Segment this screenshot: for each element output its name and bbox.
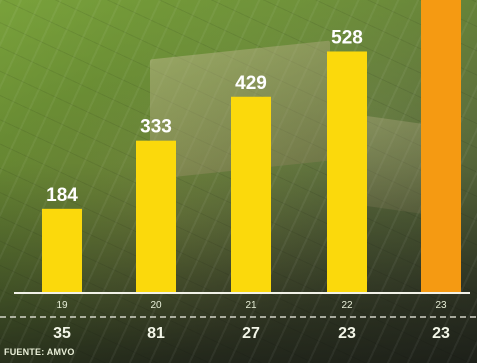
bar-23 xyxy=(421,0,461,293)
secondary-label: 23 xyxy=(338,325,356,342)
category-label: 19 xyxy=(56,300,68,311)
secondary-label: 27 xyxy=(242,325,260,342)
category-label: 20 xyxy=(150,300,162,311)
bar-21 xyxy=(231,96,271,294)
bar-22 xyxy=(327,51,367,294)
value-label: 429 xyxy=(235,73,267,94)
secondary-labels-group: 35 81 27 23 23 xyxy=(53,325,450,342)
category-labels-group: 19 20 21 22 23 xyxy=(56,300,447,311)
bars-group xyxy=(42,0,461,294)
bar-19 xyxy=(42,208,82,293)
secondary-label: 35 xyxy=(53,325,71,342)
category-label: 23 xyxy=(435,300,447,311)
category-label: 21 xyxy=(245,300,257,311)
value-labels-group: 184 333 429 528 xyxy=(46,27,363,205)
value-label: 528 xyxy=(331,27,363,48)
value-label: 333 xyxy=(140,117,172,138)
source-note: FUENTE: AMVO xyxy=(4,347,75,357)
bar-20 xyxy=(136,140,176,293)
secondary-label: 81 xyxy=(147,325,165,342)
value-label: 184 xyxy=(46,185,78,206)
secondary-label: 23 xyxy=(432,325,450,342)
category-label: 22 xyxy=(341,300,353,311)
